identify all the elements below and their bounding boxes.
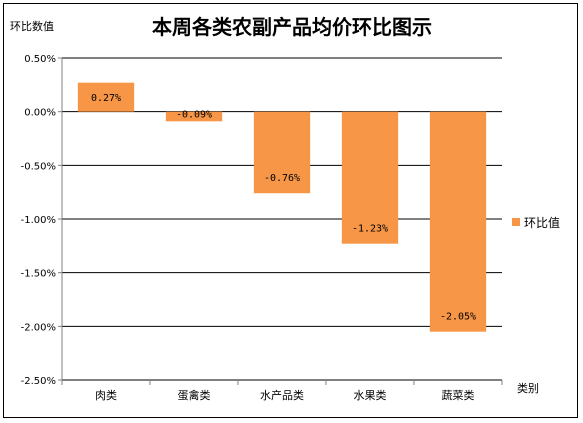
- bar: [253, 111, 311, 194]
- bar: [429, 111, 487, 332]
- y-tick-label: 0.00%: [24, 108, 56, 119]
- x-axis-label: 类别: [517, 381, 539, 395]
- category-label: 水果类: [354, 388, 387, 402]
- category-label: 肉类: [95, 388, 117, 402]
- y-axis-label: 环比数值: [10, 20, 54, 33]
- legend-swatch: [512, 218, 520, 226]
- category-label: 蔬菜类: [442, 388, 475, 402]
- bars: [77, 82, 487, 332]
- bar: [341, 111, 399, 244]
- legend-label: 环比值: [524, 215, 560, 230]
- data-label: -0.09%: [176, 110, 212, 121]
- category-labels: 肉类 蛋禽类 水产品类 水果类 蔬菜类: [95, 388, 475, 402]
- category-label: 蛋禽类: [178, 388, 211, 402]
- category-label: 水产品类: [260, 388, 304, 402]
- bar: [77, 82, 135, 112]
- data-label: -2.05%: [440, 312, 476, 323]
- y-tick-label: 0.50%: [24, 54, 56, 65]
- bar: [165, 111, 223, 122]
- legend: 环比值: [512, 215, 560, 230]
- y-tick-labels: 0.50% 0.00% -0.50% -1.00% -1.50% -2.00% -2.50%: [21, 54, 56, 387]
- y-tick-label: -1.50%: [21, 269, 56, 280]
- chart-title: 本周各类农副产品均价环比图示: [152, 15, 432, 39]
- data-labels: 0.27% -0.09% -0.76% -1.23% -2.05%: [91, 93, 476, 323]
- gridlines: [62, 57, 502, 381]
- y-tick-label: -0.50%: [21, 161, 56, 172]
- data-label: 0.27%: [91, 93, 121, 104]
- y-tick-label: -1.00%: [21, 215, 56, 226]
- y-tick-label: -2.50%: [21, 376, 56, 387]
- y-tick-label: -2.00%: [21, 322, 56, 333]
- data-label: -1.23%: [352, 224, 388, 235]
- axes: [58, 57, 503, 385]
- data-label: -0.76%: [264, 173, 300, 184]
